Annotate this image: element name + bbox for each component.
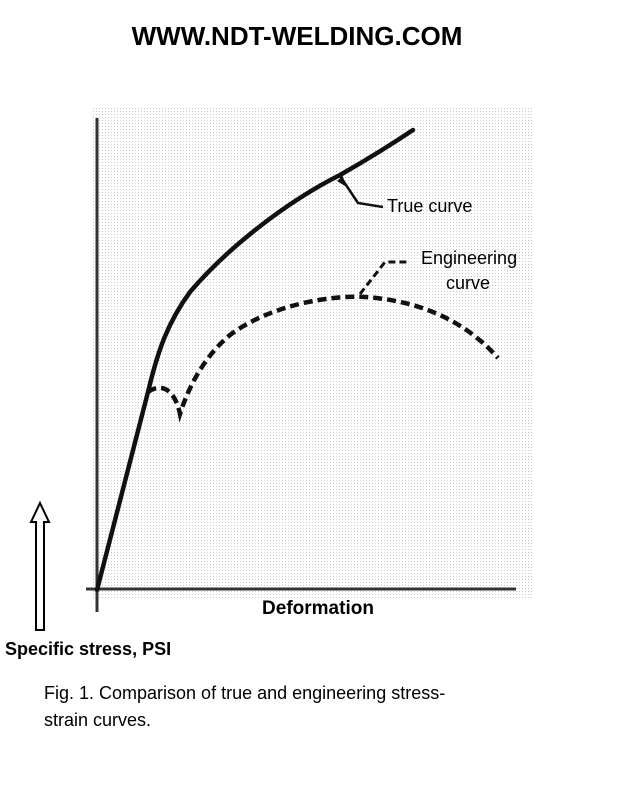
site-title: WWW.NDT-WELDING.COM: [132, 21, 463, 51]
true-curve-pointer: [338, 175, 384, 209]
engineering-curve-label: curve: [446, 273, 490, 293]
engineering-curve-pointer: [358, 260, 408, 295]
caption: strain curves.: [44, 710, 151, 730]
stress-arrow: [29, 500, 51, 631]
y-axis-label: Specific stress, PSI: [5, 639, 171, 659]
pointer-head: [337, 176, 345, 186]
caption: Fig. 1. Comparison of true and engineeri…: [44, 683, 445, 703]
engineering-curve-label: Engineering: [421, 248, 517, 268]
engineering-curve: [146, 294, 500, 423]
true-curve: [94, 127, 416, 593]
x-axis-label: Deformation: [262, 598, 374, 619]
true-curve-label: True curve: [387, 196, 472, 216]
